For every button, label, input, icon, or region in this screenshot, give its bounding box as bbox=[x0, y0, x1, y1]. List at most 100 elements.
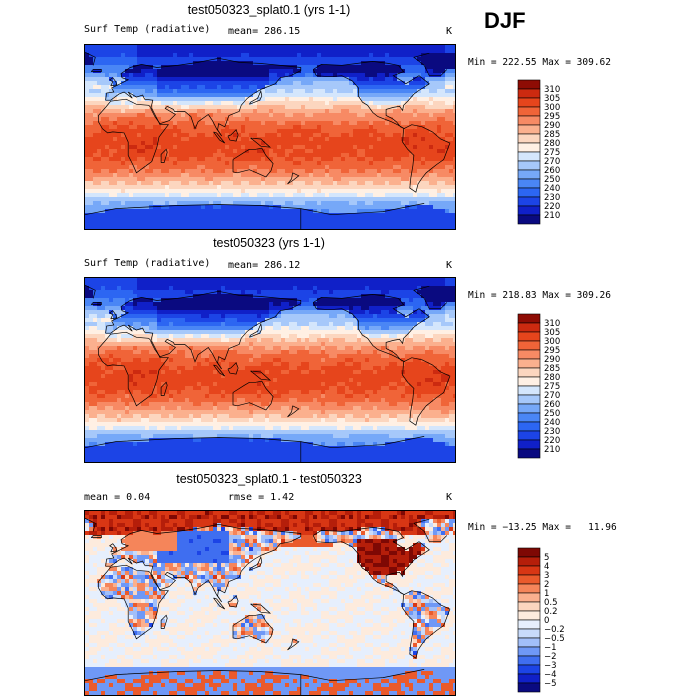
panel-2-colorbar-color-box bbox=[517, 448, 541, 459]
panel-2-colorbar-tick-label: 305 bbox=[544, 328, 560, 338]
panel-3-map-coastline bbox=[85, 670, 302, 695]
panel-3-colorbar-color-box bbox=[517, 637, 541, 648]
panel-3-colorbar-color-box bbox=[517, 547, 541, 558]
panel-3-map-coastline bbox=[287, 638, 300, 651]
panel-1-map-coastline bbox=[300, 203, 425, 216]
panel-3-map-coastlines bbox=[85, 517, 451, 695]
panel-3-colorbar-color-box bbox=[517, 556, 541, 567]
panel-1-colorbar-tick-label: 290 bbox=[544, 121, 560, 131]
panel-2-map-coastline bbox=[250, 370, 272, 381]
panel-1-colorbar-tick-label: 260 bbox=[544, 166, 560, 176]
panel-2-map-coastline bbox=[287, 405, 300, 418]
panel-1-colorbar-tick-label: 230 bbox=[544, 193, 560, 203]
panel-2-map-coastline bbox=[85, 284, 96, 299]
panel-3-colorbar-tick-label: −5 bbox=[544, 679, 557, 689]
panel-3-map-coastline bbox=[402, 590, 451, 659]
panel-2-minmax: Min = 218.83 Max = 309.26 bbox=[468, 290, 611, 301]
panel-1-colorbar-color-box bbox=[517, 124, 541, 135]
panel-2-map-coastline bbox=[232, 380, 274, 411]
panel-2-colorbar-color-box bbox=[517, 430, 541, 441]
panel-2-colorbar-tick-label: 220 bbox=[544, 436, 560, 446]
panel-1-colorbar-color-box bbox=[517, 142, 541, 153]
panel-2-colorbar-tick-label: 285 bbox=[544, 364, 560, 374]
panel-1-map-coastlines bbox=[85, 51, 451, 229]
panel-1-colorbar-tick-label: 295 bbox=[544, 112, 560, 122]
panel-3-minmax: Min = −13.25 Max = 11.96 bbox=[468, 522, 617, 533]
panel-3-colorbar-color-box bbox=[517, 592, 541, 603]
panel-1-colorbar-color-box bbox=[517, 214, 541, 225]
panel-2-colorbar-tick-label: 290 bbox=[544, 355, 560, 365]
panel-2-colorbar-color-box bbox=[517, 376, 541, 387]
panel-2-colorbar-color-box bbox=[517, 421, 541, 432]
panel-2-colorbar-tick-label: 270 bbox=[544, 391, 560, 401]
panel-1-colorbar-tick-label: 210 bbox=[544, 211, 560, 221]
panel-1-map-coastline bbox=[413, 52, 430, 76]
panel-1-colorbar-color-box bbox=[517, 187, 541, 198]
panel-2-colorbar-tick-label: 240 bbox=[544, 418, 560, 428]
panel-2-colorbar-tick-label: 250 bbox=[544, 409, 560, 419]
panel-3-title: test050323_splat0.1 - test050323 bbox=[176, 472, 362, 486]
panel-2-map bbox=[84, 277, 456, 463]
panel-3-map-coastline bbox=[105, 523, 302, 603]
panel-2-colorbar-tick-label: 230 bbox=[544, 427, 560, 437]
panel-1-colorbar-tick-label: 250 bbox=[544, 175, 560, 185]
panel-1-field-label: Surf Temp (radiative) bbox=[84, 24, 211, 35]
panel-3-colorbar-color-box bbox=[517, 610, 541, 621]
panel-1-colorbar-tick-label: 300 bbox=[544, 103, 560, 113]
panel-2-colorbar-color-box bbox=[517, 367, 541, 378]
panel-2-colorbar-tick-label: 300 bbox=[544, 337, 560, 347]
panel-3-colorbar-tick-label: −3 bbox=[544, 661, 557, 671]
panel-1-map-coastline bbox=[402, 124, 451, 193]
panel-1-units: K bbox=[446, 26, 453, 37]
panel-2-map-coastline bbox=[429, 302, 448, 310]
panel-2-mean: mean= 286.12 bbox=[228, 260, 301, 271]
panel-1-map-coastline bbox=[85, 204, 302, 229]
panel-1-colorbar-color-box bbox=[517, 115, 541, 126]
panel-3-colorbar-tick-label: 1 bbox=[544, 589, 549, 599]
panel-3-colorbar-color-box bbox=[517, 619, 541, 630]
panel-3-colorbar-color-box bbox=[517, 628, 541, 639]
panel-1-colorbar-tick-label: 310 bbox=[544, 85, 560, 95]
panel-1-map-coastline bbox=[227, 129, 239, 142]
panel-2-map-coastline bbox=[90, 302, 102, 305]
panel-1-colorbar-color-box bbox=[517, 196, 541, 207]
panel-3-colorbar-color-box bbox=[517, 682, 541, 693]
panel-2-field-label: Surf Temp (radiative) bbox=[84, 258, 211, 269]
panel-1-map-coastline bbox=[213, 131, 226, 144]
panel-1-colorbar-color-box bbox=[517, 169, 541, 180]
panel-2-colorbar-color-box bbox=[517, 358, 541, 369]
panel-1-map-coastline bbox=[429, 69, 448, 77]
panel-3-mean: mean = 0.04 bbox=[84, 492, 151, 503]
panel-2-title: test050323 (yrs 1-1) bbox=[213, 236, 325, 250]
panel-1-map-coastline bbox=[232, 147, 274, 178]
panel-3-colorbar-color-box bbox=[517, 565, 541, 576]
panel-3-map-field bbox=[85, 511, 455, 695]
panel-3-colorbar-tick-label: 0.5 bbox=[544, 598, 558, 608]
panel-1-map-coastline bbox=[312, 61, 430, 130]
panel-3-colorbar-color-box bbox=[517, 574, 541, 585]
panel-3-colorbar-color-box bbox=[517, 664, 541, 675]
panel-1-map-coastline bbox=[250, 137, 272, 148]
panel-2-map-coastline bbox=[402, 357, 451, 426]
panel-2-colorbar-tick-label: 310 bbox=[544, 319, 560, 329]
panel-3-map bbox=[84, 510, 456, 696]
panel-3-colorbar-color-box bbox=[517, 583, 541, 594]
panel-2-colorbar-color-box bbox=[517, 322, 541, 333]
panel-3-colorbar-color-box bbox=[517, 673, 541, 684]
panel-1-map-coastline bbox=[160, 148, 168, 163]
panel-1-colorbar-tick-label: 285 bbox=[544, 130, 560, 140]
panel-1-map-coastline bbox=[85, 51, 96, 66]
panel-2-colorbar-color-box bbox=[517, 349, 541, 360]
panel-1-colorbar-color-box bbox=[517, 106, 541, 117]
panel-1-colorbar-tick-label: 220 bbox=[544, 202, 560, 212]
panel-3-colorbar-tick-label: 5 bbox=[544, 553, 549, 563]
panel-3-colorbar-tick-label: −1 bbox=[544, 643, 557, 653]
panel-2-units: K bbox=[446, 260, 453, 271]
panel-1-map bbox=[84, 44, 456, 230]
panel-1-colorbar-color-box bbox=[517, 88, 541, 99]
panel-3-colorbar-color-box bbox=[517, 601, 541, 612]
panel-3-colorbar-tick-label: 2 bbox=[544, 580, 549, 590]
panel-1-map-coastline bbox=[287, 172, 300, 185]
panel-3-map-coastline bbox=[250, 603, 272, 614]
